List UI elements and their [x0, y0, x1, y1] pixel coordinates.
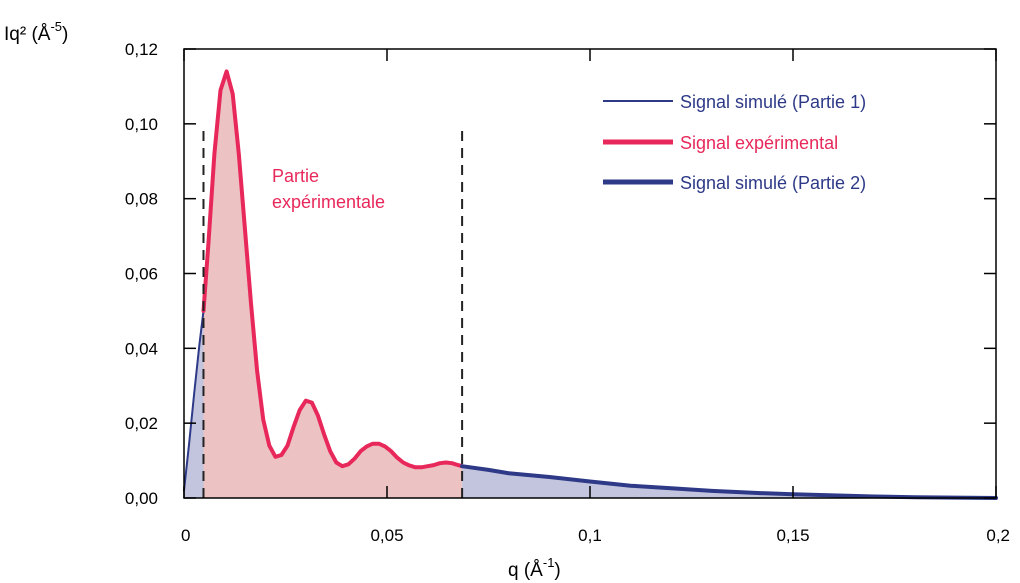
series-line-1 [183, 309, 205, 492]
legend: Signal simulé (Partie 1) Signal expérime… [603, 92, 866, 193]
y-tick-label-6: 0,12 [125, 40, 158, 59]
x-tick-label-3: 0,15 [776, 526, 809, 545]
series-line-3 [460, 464, 998, 500]
x-tick-label-1: 0,05 [370, 526, 403, 545]
y-tick-label-4: 0,08 [125, 190, 158, 209]
x-axis-title-main: q (Å [508, 560, 543, 581]
y-axis-title-close: ) [62, 24, 68, 45]
annotation-line2: expérimentale [272, 192, 385, 212]
x-tick-label-4: 0,2 [986, 526, 1010, 545]
series-lines [183, 69, 998, 500]
x-axis-title-sup: -1 [543, 555, 555, 570]
x-axis-title-close: ) [554, 560, 560, 581]
x-tick-label-0: 0 [181, 526, 190, 545]
y-tick-label-2: 0,04 [125, 339, 158, 358]
y-tick-label-5: 0,10 [125, 115, 158, 134]
series-area-3 [462, 466, 997, 498]
x-tick-label-2: 0,1 [578, 526, 602, 545]
legend-label-1: Signal simulé (Partie 1) [680, 92, 866, 112]
series-line-2 [201, 69, 465, 470]
axis-ticks: 0,00 0,02 0,04 0,06 0,08 0,10 0,12 0 0,05 0,1 0,15… [125, 40, 1010, 545]
legend-label-2: Signal expérimental [680, 133, 838, 153]
series-area-2 [203, 71, 463, 499]
annotation-line1: Partie [272, 166, 319, 186]
series-fills [184, 71, 997, 499]
x-axis-title: q (Å-1) [508, 555, 561, 581]
y-tick-label-0: 0,00 [125, 489, 158, 508]
legend-label-3: Signal simulé (Partie 2) [680, 173, 866, 193]
y-axis-title-sup: -5 [50, 19, 62, 34]
y-axis-title-main: Iq² (Å [4, 24, 51, 45]
y-tick-label-3: 0,06 [125, 265, 158, 284]
y-axis-title: Iq² (Å-5) [4, 19, 68, 45]
y-tick-label-1: 0,02 [125, 414, 158, 433]
